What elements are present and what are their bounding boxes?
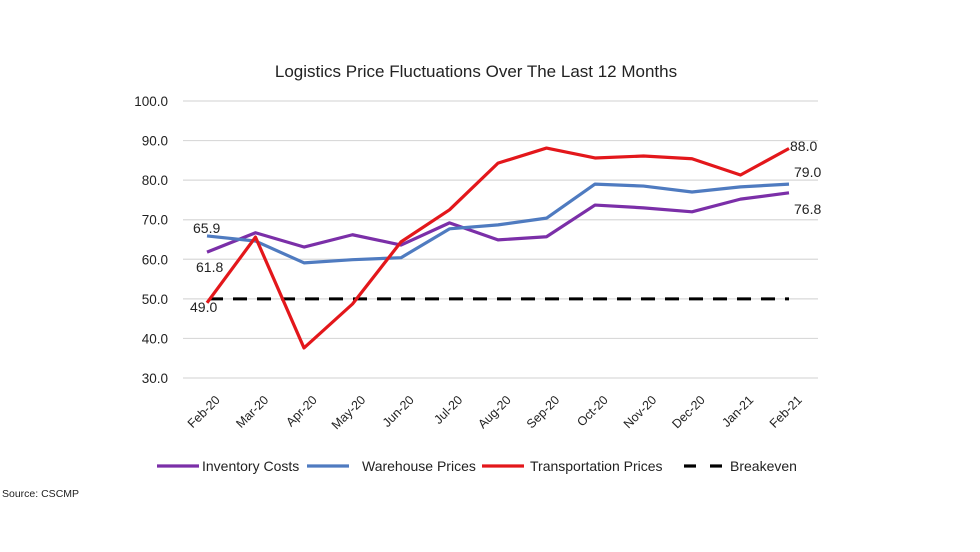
legend-label: Inventory Costs: [202, 458, 299, 474]
x-tick-label: Sep-20: [524, 393, 562, 431]
legend-item: Transportation Prices: [482, 458, 663, 474]
x-tick-label: Dec-20: [669, 393, 707, 431]
data-label: 49.0: [190, 299, 217, 315]
y-tick-label: 60.0: [142, 252, 168, 267]
legend-item: Inventory Costs: [157, 458, 299, 474]
y-tick-label: 70.0: [142, 213, 168, 228]
x-tick-label: May-20: [329, 393, 368, 432]
y-tick-label: 40.0: [142, 331, 168, 346]
y-axis-ticks: 100.0 90.0 80.0 70.0 60.0 50.0 40.0 30.0: [134, 94, 168, 386]
legend-label: Transportation Prices: [530, 458, 663, 474]
x-tick-label: Feb-20: [185, 393, 223, 431]
y-tick-label: 30.0: [142, 371, 168, 386]
legend-label: Breakeven: [730, 458, 797, 474]
data-label: 61.8: [196, 259, 223, 275]
chart-title: Logistics Price Fluctuations Over The La…: [275, 62, 677, 81]
data-labels: 65.9 61.8 49.0 88.0 79.0 76.8: [190, 138, 821, 315]
x-tick-label: Feb-21: [767, 393, 805, 431]
series-line-warehouse-prices: [206, 182, 790, 265]
data-label: 65.9: [193, 220, 220, 236]
source-note: Source: CSCMP: [2, 488, 79, 500]
x-tick-label: Jul-20: [431, 393, 465, 427]
legend-label: Warehouse Prices: [362, 458, 476, 474]
y-tick-label: 100.0: [134, 94, 168, 109]
data-label: 88.0: [790, 138, 817, 154]
y-tick-label: 80.0: [142, 173, 168, 188]
legend-item: Warehouse Prices: [307, 458, 476, 474]
y-tick-label: 90.0: [142, 134, 168, 149]
y-tick-label: 50.0: [142, 292, 168, 307]
data-label: 79.0: [794, 164, 821, 180]
x-tick-label: Oct-20: [574, 393, 610, 429]
x-axis-ticks: Feb-20 Mar-20 Apr-20 May-20 Jun-20 Jul-20 Aug-…: [185, 393, 805, 432]
x-tick-label: Aug-20: [475, 393, 513, 431]
series-lines: [205, 146, 790, 350]
data-label: 76.8: [794, 201, 821, 217]
x-tick-label: Jun-20: [380, 393, 417, 430]
x-tick-label: Nov-20: [621, 393, 659, 431]
legend: Inventory Costs Warehouse Prices Transport…: [157, 458, 797, 474]
x-tick-label: Apr-20: [283, 393, 319, 429]
series-line-transportation-prices: [205, 146, 790, 350]
legend-item: Breakeven: [684, 458, 797, 474]
x-tick-label: Mar-20: [233, 393, 271, 431]
series-line-inventory-costs: [206, 191, 790, 254]
x-tick-label: Jan-21: [719, 393, 756, 430]
